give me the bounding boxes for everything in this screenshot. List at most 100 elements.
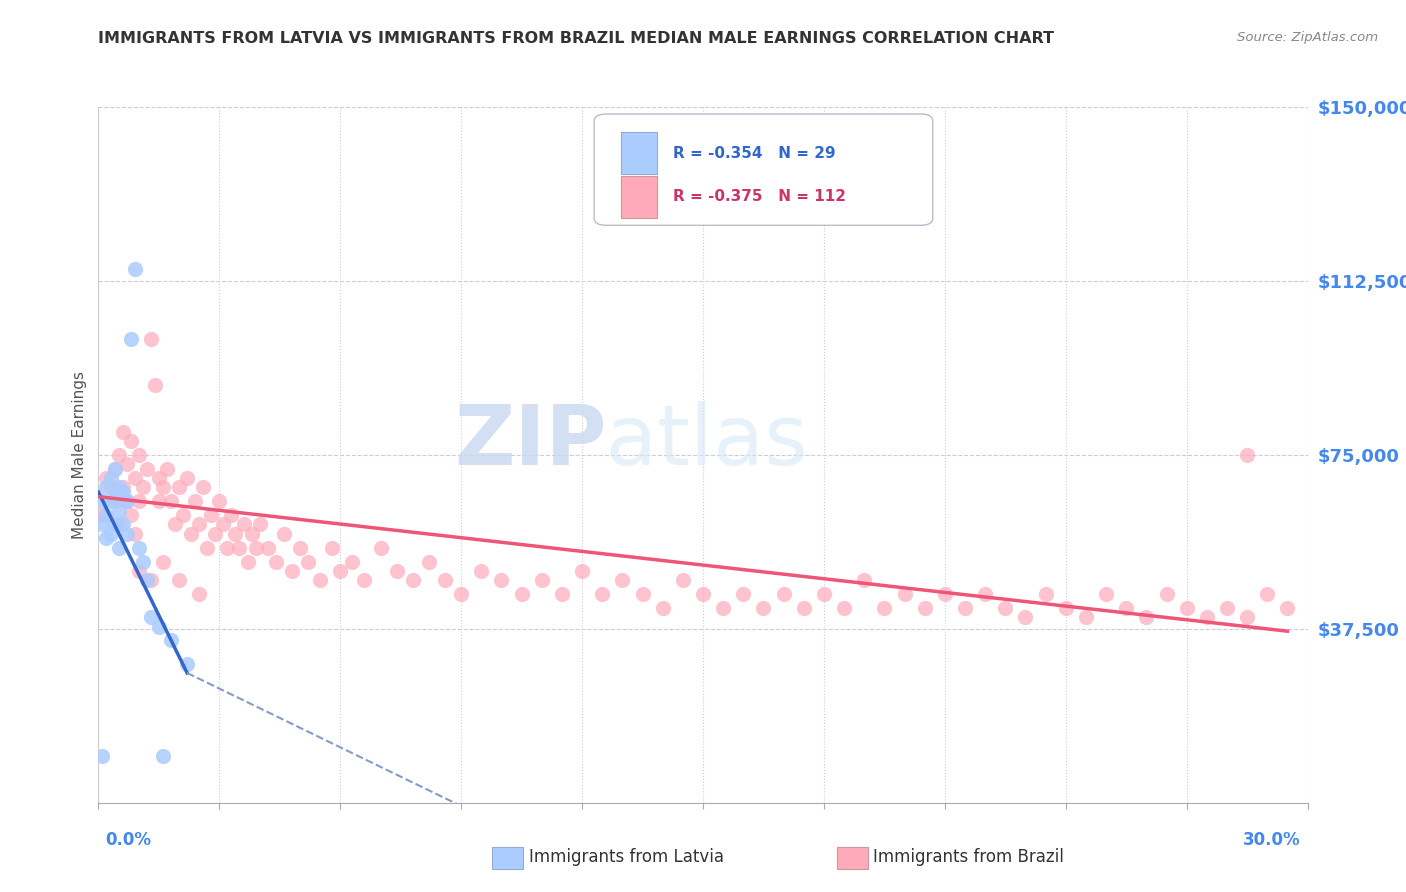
Point <box>221 508 243 523</box>
Point <box>132 555 155 569</box>
Point <box>103 462 125 476</box>
Point <box>297 555 319 569</box>
Point <box>491 573 513 587</box>
Point <box>107 480 129 494</box>
Point <box>156 462 179 476</box>
Point <box>152 749 174 764</box>
Point <box>167 573 190 587</box>
Point <box>832 601 855 615</box>
Point <box>180 526 202 541</box>
Point <box>148 619 170 633</box>
Point <box>115 457 138 471</box>
Point <box>1175 601 1198 615</box>
Point <box>96 508 118 523</box>
Point <box>236 555 259 569</box>
Point <box>873 601 896 615</box>
Point <box>96 471 118 485</box>
Point <box>96 532 118 546</box>
Point <box>107 541 129 555</box>
Point <box>100 494 122 508</box>
Text: R = -0.375   N = 112: R = -0.375 N = 112 <box>672 189 846 204</box>
Point <box>353 573 375 587</box>
Point <box>184 494 207 508</box>
Text: IMMIGRANTS FROM LATVIA VS IMMIGRANTS FROM BRAZIL MEDIAN MALE EARNINGS CORRELATIO: IMMIGRANTS FROM LATVIA VS IMMIGRANTS FRO… <box>98 31 1054 46</box>
Point <box>176 657 198 671</box>
Point <box>103 462 125 476</box>
Point <box>107 517 129 532</box>
Point <box>91 508 114 523</box>
Point <box>772 587 794 601</box>
Point <box>160 494 183 508</box>
Point <box>934 587 956 601</box>
Point <box>953 601 976 615</box>
Point <box>152 555 174 569</box>
Point <box>994 601 1017 615</box>
Point <box>228 541 250 555</box>
Point <box>288 541 311 555</box>
Point <box>450 587 472 601</box>
Point <box>672 573 695 587</box>
Point <box>1054 601 1077 615</box>
Point <box>188 517 211 532</box>
Point <box>91 749 114 764</box>
Point <box>264 555 287 569</box>
Point <box>212 517 235 532</box>
Point <box>200 508 222 523</box>
Point <box>135 462 157 476</box>
Point <box>434 573 457 587</box>
Bar <box>621 176 657 218</box>
Point <box>321 541 343 555</box>
Point <box>329 564 352 578</box>
Text: Immigrants from Brazil: Immigrants from Brazil <box>873 848 1064 866</box>
Point <box>1277 601 1299 615</box>
Point <box>1216 601 1239 615</box>
Text: Immigrants from Latvia: Immigrants from Latvia <box>529 848 724 866</box>
Point <box>120 332 142 346</box>
Point <box>120 508 142 523</box>
Point <box>139 573 162 587</box>
Text: atlas: atlas <box>606 401 808 482</box>
Point <box>103 517 125 532</box>
Point <box>591 587 613 601</box>
Point <box>914 601 936 615</box>
Point <box>111 480 134 494</box>
Point <box>167 480 190 494</box>
Point <box>100 480 122 494</box>
Point <box>402 573 425 587</box>
Point <box>281 564 304 578</box>
Point <box>245 541 267 555</box>
Point <box>208 494 231 508</box>
Point <box>204 526 226 541</box>
Point <box>418 555 440 569</box>
Point <box>100 526 122 541</box>
Point <box>115 494 138 508</box>
Point <box>1074 610 1097 624</box>
Point <box>115 526 138 541</box>
Point <box>240 526 263 541</box>
Point <box>733 587 755 601</box>
Point <box>115 494 138 508</box>
Point <box>120 434 142 448</box>
Bar <box>621 132 657 174</box>
Point <box>143 378 166 392</box>
Point <box>193 480 215 494</box>
Point <box>510 587 533 601</box>
Point <box>139 610 162 624</box>
Point <box>124 262 146 277</box>
Point <box>232 517 254 532</box>
Point <box>195 541 218 555</box>
Point <box>91 517 114 532</box>
Point <box>309 573 332 587</box>
Point <box>631 587 654 601</box>
Point <box>1115 601 1137 615</box>
Point <box>100 471 122 485</box>
Point <box>103 494 125 508</box>
FancyBboxPatch shape <box>595 114 932 226</box>
Point <box>651 601 673 615</box>
Point <box>256 541 278 555</box>
Point <box>176 471 198 485</box>
Point <box>128 448 150 462</box>
Point <box>124 526 146 541</box>
Point <box>111 485 134 500</box>
Point <box>793 601 815 615</box>
